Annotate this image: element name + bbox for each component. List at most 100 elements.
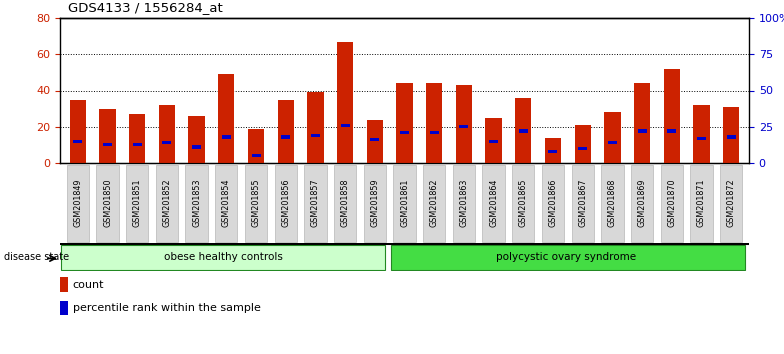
FancyBboxPatch shape: [601, 165, 623, 242]
Text: count: count: [73, 280, 104, 290]
FancyBboxPatch shape: [186, 165, 208, 242]
FancyBboxPatch shape: [720, 165, 742, 242]
Bar: [307, 92, 324, 163]
Bar: [311, 134, 320, 137]
Bar: [188, 116, 205, 163]
FancyBboxPatch shape: [245, 165, 267, 242]
Text: GSM201857: GSM201857: [311, 179, 320, 227]
Text: GSM201863: GSM201863: [459, 179, 468, 227]
Text: GSM201866: GSM201866: [549, 179, 557, 227]
Text: GSM201861: GSM201861: [400, 179, 409, 227]
Bar: [637, 130, 647, 133]
Text: GSM201856: GSM201856: [281, 179, 290, 227]
Bar: [100, 109, 116, 163]
Text: GSM201850: GSM201850: [103, 179, 112, 227]
Bar: [634, 83, 650, 163]
FancyBboxPatch shape: [334, 165, 356, 242]
Bar: [337, 41, 354, 163]
FancyBboxPatch shape: [423, 165, 445, 242]
Bar: [248, 129, 264, 163]
Bar: [400, 131, 409, 134]
Text: GSM201862: GSM201862: [430, 179, 439, 227]
FancyBboxPatch shape: [61, 245, 385, 270]
Bar: [397, 83, 412, 163]
FancyBboxPatch shape: [452, 165, 475, 242]
Bar: [519, 130, 528, 133]
Text: GSM201869: GSM201869: [637, 179, 647, 227]
Bar: [60, 277, 67, 292]
FancyBboxPatch shape: [542, 165, 564, 242]
Bar: [604, 112, 621, 163]
FancyBboxPatch shape: [394, 165, 416, 242]
Text: GSM201855: GSM201855: [252, 179, 260, 227]
Text: GSM201871: GSM201871: [697, 179, 706, 227]
FancyBboxPatch shape: [572, 165, 593, 242]
Text: GSM201858: GSM201858: [340, 179, 350, 227]
FancyBboxPatch shape: [391, 245, 745, 270]
Bar: [192, 145, 201, 149]
FancyBboxPatch shape: [156, 165, 178, 242]
Bar: [278, 99, 294, 163]
Bar: [663, 69, 680, 163]
Text: polycystic ovary syndrome: polycystic ovary syndrome: [496, 252, 637, 262]
FancyBboxPatch shape: [512, 165, 535, 242]
Bar: [489, 139, 498, 143]
FancyBboxPatch shape: [274, 165, 297, 242]
Text: GDS4133 / 1556284_at: GDS4133 / 1556284_at: [68, 1, 223, 15]
Bar: [430, 131, 439, 134]
Bar: [575, 125, 591, 163]
Bar: [162, 141, 172, 144]
Bar: [578, 147, 587, 150]
Text: percentile rank within the sample: percentile rank within the sample: [73, 303, 260, 313]
Bar: [103, 143, 112, 146]
FancyBboxPatch shape: [96, 165, 118, 242]
Bar: [281, 135, 290, 138]
Bar: [667, 130, 677, 133]
Bar: [60, 301, 67, 315]
Text: GSM201872: GSM201872: [727, 179, 735, 227]
Bar: [340, 124, 350, 127]
FancyBboxPatch shape: [691, 165, 713, 242]
Bar: [549, 150, 557, 153]
Bar: [697, 137, 706, 140]
Text: disease state: disease state: [4, 252, 69, 262]
Text: GSM201868: GSM201868: [608, 179, 617, 227]
Bar: [158, 105, 175, 163]
Bar: [74, 139, 82, 143]
Bar: [723, 107, 739, 163]
Text: GSM201870: GSM201870: [667, 179, 677, 227]
Bar: [218, 74, 234, 163]
Text: GSM201859: GSM201859: [370, 179, 379, 227]
Bar: [459, 125, 468, 129]
Bar: [132, 143, 142, 146]
FancyBboxPatch shape: [215, 165, 238, 242]
Text: GSM201849: GSM201849: [74, 179, 82, 227]
Bar: [608, 141, 617, 144]
FancyBboxPatch shape: [631, 165, 653, 242]
FancyBboxPatch shape: [67, 165, 89, 242]
Bar: [252, 154, 260, 158]
Text: obese healthy controls: obese healthy controls: [164, 252, 283, 262]
Text: GSM201865: GSM201865: [519, 179, 528, 227]
Bar: [545, 138, 561, 163]
Bar: [693, 105, 710, 163]
Text: GSM201854: GSM201854: [222, 179, 230, 227]
FancyBboxPatch shape: [661, 165, 683, 242]
Bar: [426, 83, 442, 163]
Bar: [222, 135, 230, 138]
FancyBboxPatch shape: [482, 165, 505, 242]
Bar: [456, 85, 472, 163]
FancyBboxPatch shape: [126, 165, 148, 242]
Bar: [727, 135, 735, 138]
Text: GSM201864: GSM201864: [489, 179, 498, 227]
Text: GSM201867: GSM201867: [578, 179, 587, 227]
FancyBboxPatch shape: [304, 165, 327, 242]
Bar: [70, 99, 86, 163]
Bar: [485, 118, 502, 163]
FancyBboxPatch shape: [364, 165, 386, 242]
Bar: [515, 98, 532, 163]
Bar: [370, 138, 379, 142]
Text: GSM201852: GSM201852: [162, 179, 172, 227]
Bar: [129, 114, 145, 163]
Bar: [367, 120, 383, 163]
